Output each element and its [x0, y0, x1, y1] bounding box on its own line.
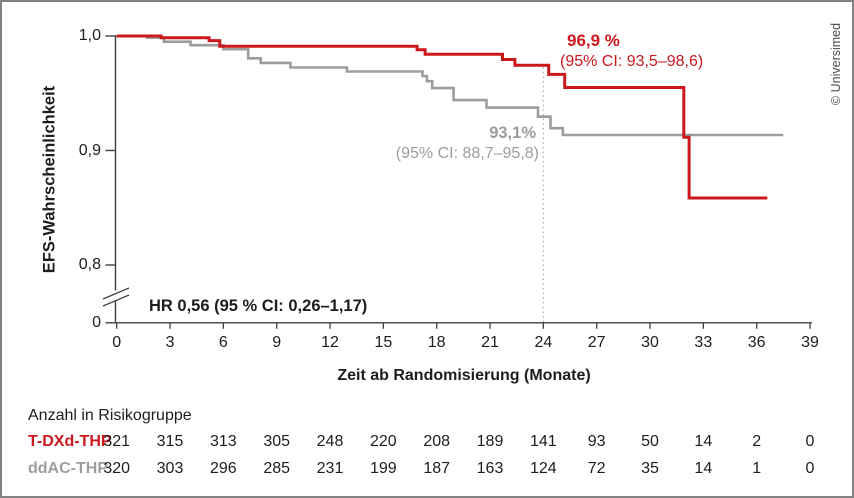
risk-count: 163	[476, 460, 504, 477]
y-tick-label: 0,8	[78, 256, 101, 273]
x-tick-label: 0	[112, 334, 122, 351]
risk-count: 124	[529, 460, 557, 477]
risk-count: 14	[694, 433, 713, 450]
risk-count: 2	[752, 433, 762, 450]
axis-break-gap	[112, 290, 119, 301]
risk-count: 313	[210, 433, 237, 450]
ddac-landmark-estimate: 93,1%	[489, 124, 536, 142]
x-tick-label: 15	[374, 334, 393, 351]
risk-row-label-tdxd: T-DXd-THP	[28, 433, 112, 450]
x-tick-label: 18	[427, 334, 446, 351]
risk-count: 296	[210, 460, 237, 477]
y-tick-label: 0,9	[78, 141, 101, 159]
risk-count: 220	[369, 433, 397, 450]
risk-count: 320	[103, 460, 131, 477]
risk-count: 315	[156, 433, 184, 450]
tdxd-landmark-ci: (95% CI: 93,5–98,6)	[560, 53, 704, 70]
risk-count: 14	[694, 460, 713, 477]
ddac-landmark-ci: (95% CI: 88,7–95,8)	[395, 145, 539, 162]
axis-break-slash	[102, 287, 130, 300]
risk-count: 321	[103, 433, 131, 450]
km-curve-T-DXd-THP	[116, 34, 768, 200]
x-tick-label: 12	[321, 334, 339, 351]
risk-count: 285	[263, 460, 291, 477]
risk-count: 93	[587, 433, 606, 450]
risk-count: 305	[263, 433, 291, 450]
risk-count: 141	[529, 433, 557, 450]
risk-count: 199	[369, 460, 397, 477]
risk-count: 0	[805, 460, 815, 477]
risk-table-title: Anzahl in Risikogruppe	[28, 407, 192, 424]
risk-count: 248	[316, 433, 344, 450]
x-tick-label: 21	[481, 334, 499, 351]
y-axis-title: EFS-Wahrscheinlichkeit	[40, 85, 59, 274]
risk-count: 35	[641, 460, 659, 477]
x-axis-title: Zeit ab Randomisierung (Monate)	[337, 367, 591, 384]
x-tick-label: 9	[272, 334, 282, 351]
risk-count: 72	[587, 460, 606, 477]
risk-count: 1	[752, 460, 762, 477]
risk-count: 231	[316, 460, 344, 477]
risk-count: 187	[423, 460, 451, 477]
risk-count: 189	[476, 433, 504, 450]
y-tick-label: 1,0	[78, 27, 101, 44]
risk-row-label-ddac: ddAC-THP	[28, 460, 108, 477]
x-tick-label: 36	[747, 334, 766, 351]
x-tick-label: 3	[165, 334, 175, 351]
y-tick-label: 0	[92, 313, 101, 331]
x-tick-label: 39	[801, 334, 819, 351]
axis-break-slash	[102, 294, 130, 307]
risk-count: 303	[156, 460, 184, 477]
copyright-credit: © Universimed	[829, 22, 843, 106]
risk-count: 208	[423, 433, 451, 450]
x-tick-label: 27	[587, 334, 606, 351]
x-tick-label: 6	[218, 334, 228, 351]
risk-count: 0	[805, 433, 815, 450]
hazard-ratio-annotation: HR 0,56 (95 % CI: 0,26–1,17)	[149, 297, 368, 315]
tdxd-landmark-estimate: 96,9 %	[567, 31, 620, 50]
risk-count: 50	[641, 433, 659, 450]
x-tick-label: 33	[694, 334, 713, 351]
km-curve-ddAC-THP	[116, 34, 784, 137]
x-tick-label: 30	[641, 334, 659, 351]
x-tick-label: 24	[534, 334, 553, 351]
